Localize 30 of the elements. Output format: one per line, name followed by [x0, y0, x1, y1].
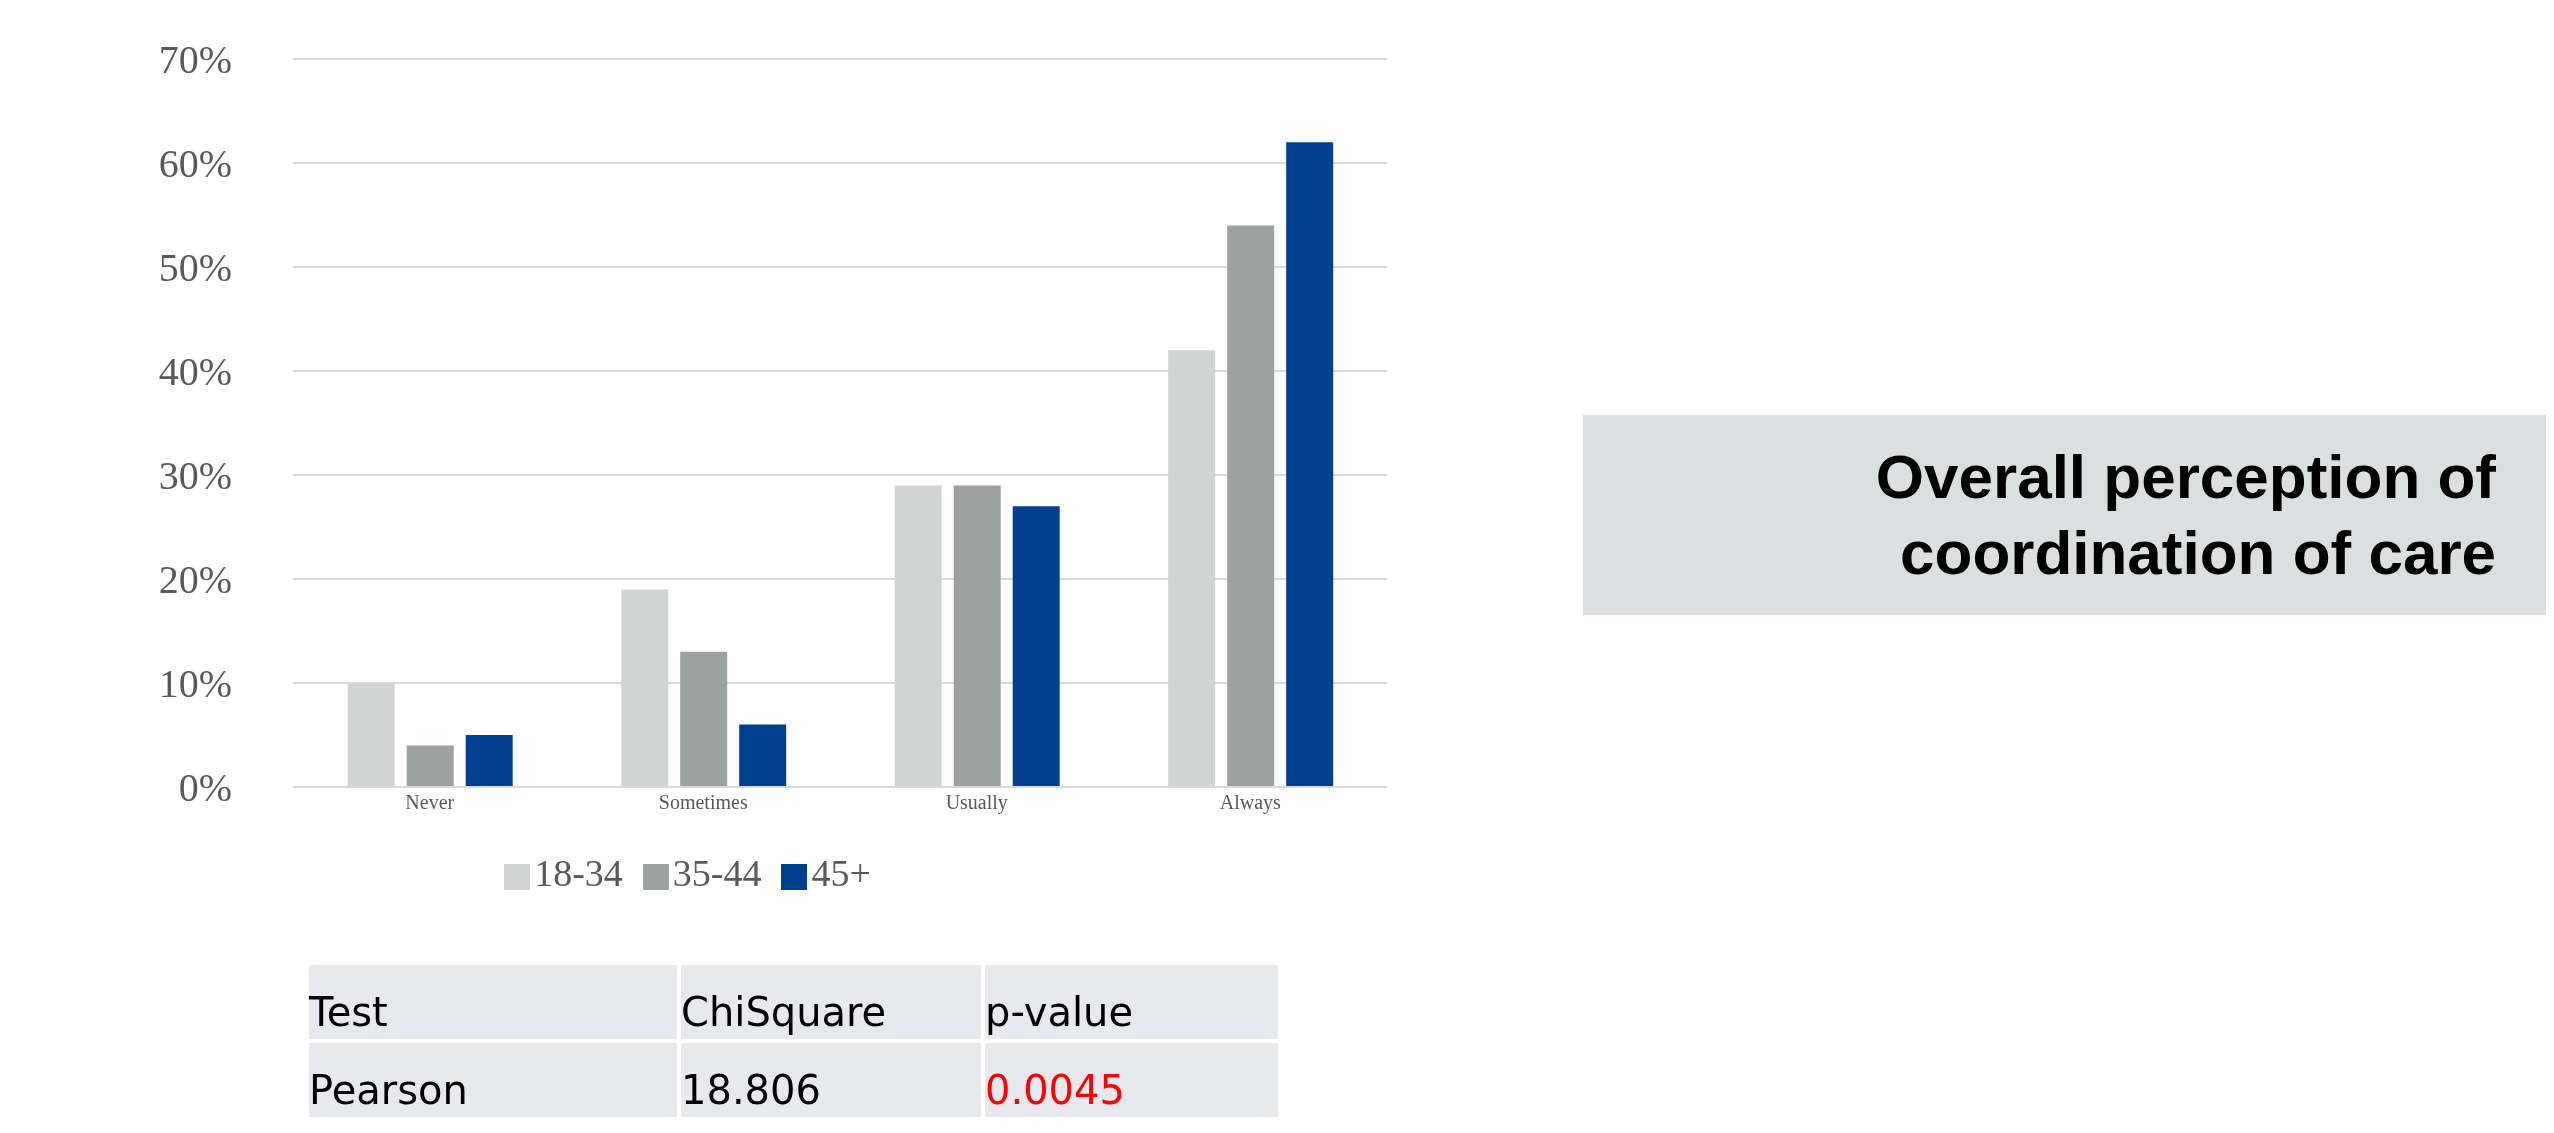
bar	[739, 724, 787, 787]
x-tick-label: Always	[1219, 791, 1282, 815]
text: Test	[307, 963, 679, 1041]
x-tick-label: Usually	[945, 791, 1008, 815]
x-tick-label: Never	[405, 791, 455, 814]
text: Overall perception of coordination of care	[1874, 441, 2496, 589]
text: Pearson	[307, 1041, 679, 1119]
y-tick-label: 20%	[158, 557, 232, 603]
bar	[1227, 225, 1275, 787]
bar	[465, 735, 513, 787]
x-tick-label: Sometimes	[658, 791, 748, 814]
bar	[953, 485, 1001, 787]
bar	[1012, 506, 1060, 787]
y-tick-label: 50%	[158, 245, 232, 291]
y-tick-label: 40%	[158, 349, 232, 395]
bar	[680, 651, 728, 787]
y-tick-label: 30%	[158, 453, 232, 499]
y-tick-label: 70%	[158, 37, 232, 83]
text: 0.0045	[983, 1041, 1280, 1119]
text: 18.806	[679, 1041, 983, 1119]
y-tick-label: 10%	[158, 661, 232, 707]
legend-label: 45+	[811, 852, 871, 894]
y-tick-label: 0%	[178, 765, 232, 811]
bar	[406, 745, 454, 787]
bar	[1286, 142, 1334, 787]
legend-label: 18-34	[534, 852, 623, 894]
text: ChiSquare	[679, 963, 983, 1041]
legend-label: 35-44	[672, 852, 762, 894]
text: p-value	[983, 963, 1280, 1041]
y-tick-label: 60%	[158, 141, 232, 187]
